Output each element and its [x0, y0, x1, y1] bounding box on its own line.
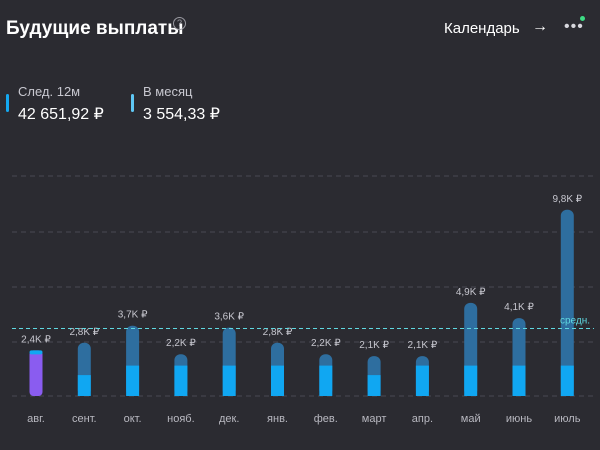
data-label-0: 2,4K ₽	[21, 334, 51, 345]
more-dots-icon: •••	[564, 18, 584, 35]
stat-next-value: 42 651,92 ₽	[18, 106, 104, 123]
data-label-6: 2,2K ₽	[311, 338, 341, 349]
x-tick-label-1: сент.	[72, 413, 97, 425]
arrow-right-icon[interactable]: →	[532, 18, 548, 35]
data-label-5: 2,8K ₽	[263, 327, 293, 338]
stat-next-label: След. 12м	[18, 84, 81, 99]
x-tick-label-7: март	[362, 413, 387, 425]
stat-month-label: В месяц	[143, 84, 193, 99]
page-title: Будущие выплаты	[6, 18, 184, 39]
x-tick-label-2: окт.	[124, 413, 142, 425]
calendar-link[interactable]: Календарь	[444, 20, 520, 37]
data-label-4: 3,6K ₽	[214, 312, 244, 323]
data-label-9: 4,9K ₽	[456, 287, 486, 298]
stat-month-indicator	[131, 94, 134, 112]
more-options-button[interactable]: •••	[562, 16, 586, 38]
x-tick-label-5: янв.	[267, 413, 288, 425]
bar-base-11	[560, 365, 574, 396]
help-icon[interactable]: ?	[173, 17, 186, 30]
bar-base-9	[464, 365, 478, 396]
x-tick-label-8: апр.	[412, 413, 433, 425]
bar-base-8	[415, 365, 429, 396]
data-label-3: 2,2K ₽	[166, 338, 196, 349]
bar-base-3	[174, 365, 188, 396]
stat-month-value: 3 554,33 ₽	[143, 106, 220, 123]
bar-base-2	[126, 365, 140, 396]
bar-base-6	[319, 365, 333, 396]
notification-dot-icon	[580, 16, 585, 21]
data-label-10: 4,1K ₽	[504, 302, 534, 313]
bar-0	[29, 350, 43, 396]
average-label: средн.	[560, 316, 590, 327]
bar-cap-0	[29, 350, 43, 355]
data-label-7: 2,1K ₽	[359, 340, 389, 351]
data-label-2: 3,7K ₽	[118, 310, 148, 321]
bar-11	[560, 209, 574, 396]
x-tick-label-3: нояб.	[167, 413, 195, 425]
x-tick-label-9: май	[461, 413, 481, 425]
payments-bar-chart: 2,4K ₽ авг. 2,8K ₽ сент. 3,7K ₽ окт. 2,2K ₽ ноя…	[12, 175, 594, 425]
data-label-1: 2,8K ₽	[69, 327, 99, 338]
bar-base-7	[367, 375, 381, 396]
x-tick-label-11: июль	[554, 413, 581, 425]
data-label-11: 9,8K ₽	[552, 194, 582, 205]
data-label-8: 2,1K ₽	[408, 340, 438, 351]
bar-base-5	[271, 365, 284, 396]
x-tick-label-10: июнь	[506, 413, 532, 425]
bar-base-10	[512, 365, 526, 396]
stat-next-indicator	[6, 94, 9, 112]
x-tick-label-0: авг.	[27, 413, 45, 425]
x-tick-label-6: фев.	[314, 413, 338, 425]
bar-base-4	[222, 365, 236, 396]
bar-base-1	[77, 375, 91, 396]
x-tick-label-4: дек.	[219, 413, 239, 425]
